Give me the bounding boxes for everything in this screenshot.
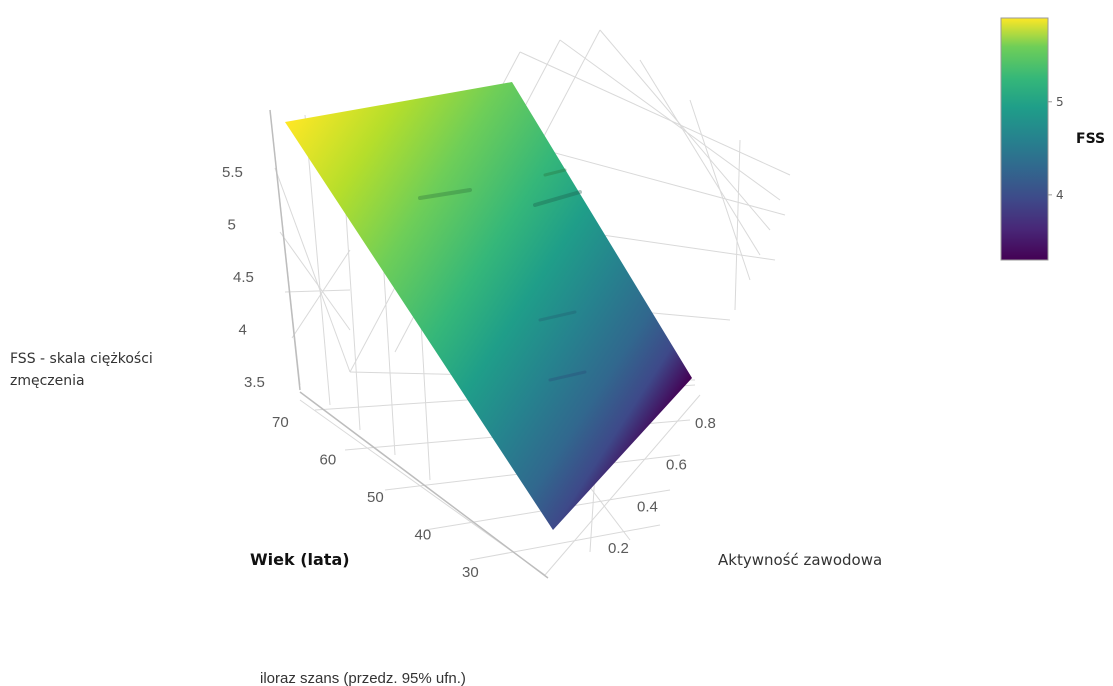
activity-tick-label: 0.2 <box>608 540 629 557</box>
z-axis-ticks: 3.5 4 4.5 5 5.5 <box>222 164 265 391</box>
axis-frame <box>269 109 549 579</box>
colorbar-title: FSS <box>1076 131 1105 147</box>
z-tick-label: 4.5 <box>233 269 254 286</box>
age-axis-ticks: 30 40 50 60 70 <box>272 414 479 581</box>
age-tick-label: 40 <box>415 527 432 544</box>
age-tick-label: 60 <box>320 452 337 469</box>
activity-axis-ticks: 0.2 0.4 0.6 0.8 <box>608 415 716 557</box>
age-axis-title: Wiek (lata) <box>250 550 350 569</box>
z-tick-label: 3.5 <box>244 374 265 391</box>
activity-tick-label: 0.4 <box>637 498 658 515</box>
age-tick-label: 50 <box>367 489 384 506</box>
z-tick-label: 5 <box>228 217 236 234</box>
age-tick-label: 70 <box>272 414 289 431</box>
activity-tick-label: 0.6 <box>666 457 687 474</box>
activity-axis-title: Aktywność zawodowa <box>718 551 882 569</box>
age-tick-label: 30 <box>462 564 479 581</box>
colorbar-gradient <box>1000 17 1049 261</box>
colorbar-tick-label: 4 <box>1056 188 1064 202</box>
z-tick-label: 5.5 <box>222 164 243 181</box>
z-tick-label: 4 <box>239 322 247 339</box>
colorbar-tick-label: 5 <box>1056 95 1064 109</box>
colorbar: 45 FSS <box>1000 17 1105 261</box>
activity-tick-label: 0.8 <box>695 415 716 432</box>
caption-text: iloraz szans (przedz. 95% ufn.) <box>260 670 466 686</box>
fss-surface <box>285 82 692 530</box>
surface-contour-marks <box>418 168 587 382</box>
colorbar-ticks: 45 <box>1048 95 1064 202</box>
z-axis-title: FSS - skala ciężkości zmęczenia <box>10 351 153 389</box>
